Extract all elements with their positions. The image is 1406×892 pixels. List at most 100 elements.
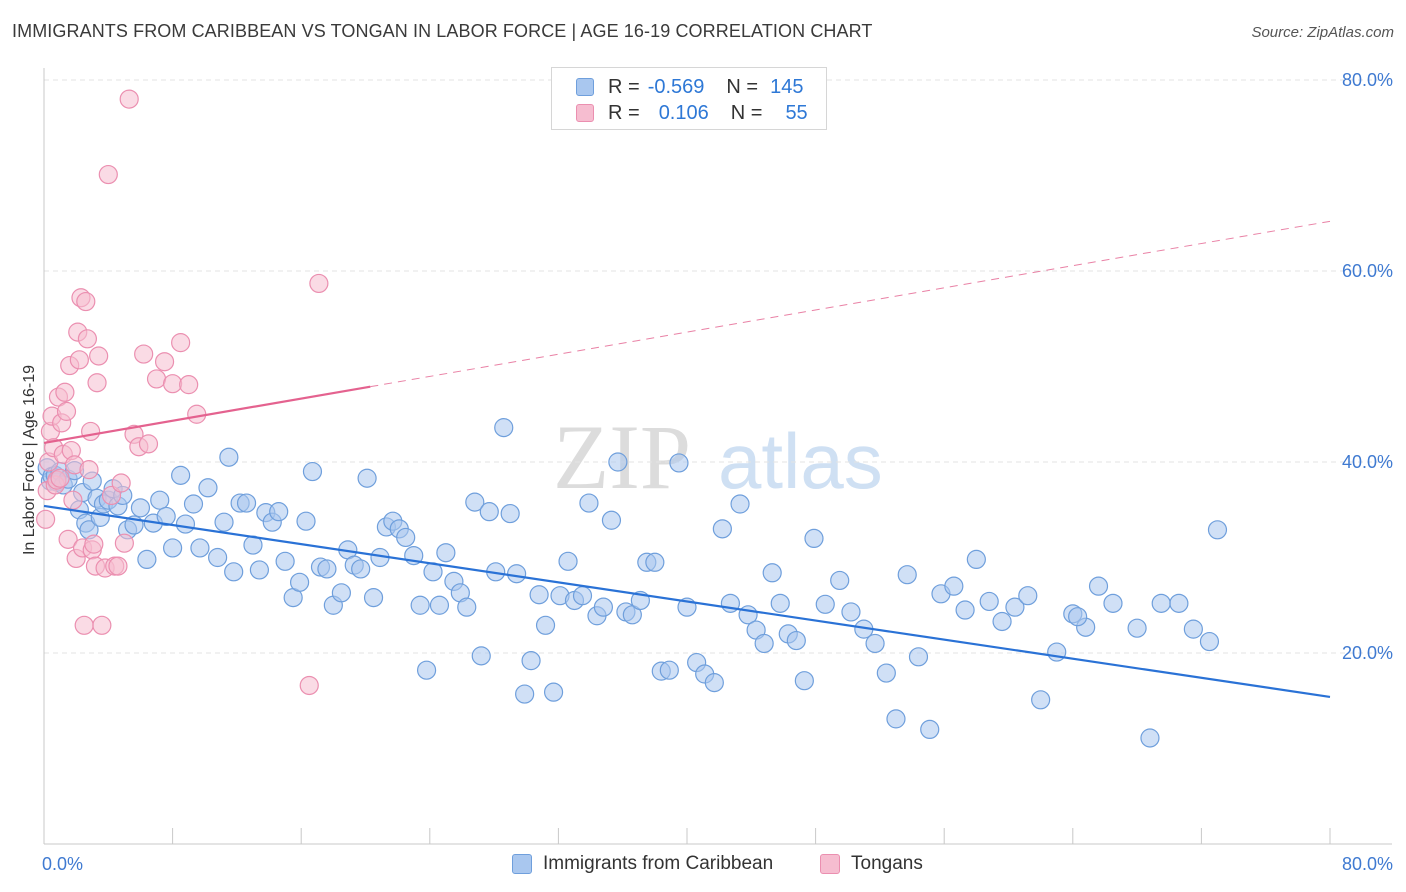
caribbean-point — [130, 498, 151, 518]
caribbean-point — [908, 647, 929, 667]
legend-label-caribbean: Immigrants from Caribbean — [543, 853, 774, 874]
caribbean-point — [183, 494, 204, 514]
caribbean-point — [944, 576, 964, 596]
caribbean-point — [992, 611, 1012, 632]
tongan-point — [299, 675, 319, 696]
legend-item-caribbean[interactable]: Immigrants from Caribbean — [512, 853, 773, 875]
n-label: N = — [730, 101, 763, 124]
caribbean-point — [357, 468, 377, 488]
caribbean-swatch-icon — [576, 78, 594, 96]
tongan-point — [84, 534, 104, 554]
r-value: 0.106 — [658, 101, 709, 124]
r-label: R = — [608, 101, 640, 124]
tongan-point — [55, 382, 75, 402]
tongan-point — [163, 374, 183, 394]
caribbean-point — [865, 633, 885, 654]
tongan-point — [76, 291, 96, 312]
caribbean-point — [529, 585, 549, 605]
caribbean-point — [465, 492, 485, 512]
caribbean-point — [208, 547, 228, 568]
tongan-point — [111, 473, 131, 493]
watermark-atlas: atlas — [718, 417, 883, 505]
caribbean-point — [1207, 520, 1228, 540]
caribbean-point — [302, 461, 323, 482]
caribbean-point — [754, 633, 774, 654]
caribbean-point — [1127, 618, 1147, 638]
caribbean-point — [219, 447, 239, 467]
caribbean-point — [770, 593, 790, 613]
tongan-point — [89, 346, 109, 366]
caribbean-point — [494, 418, 514, 438]
tongan-point — [134, 344, 154, 364]
tongan-point — [187, 404, 207, 424]
caribbean-point — [190, 538, 210, 558]
caribbean-point — [558, 551, 578, 571]
chart-title: IMMIGRANTS FROM CARIBBEAN VS TONGAN IN L… — [12, 21, 873, 41]
caribbean-point — [886, 709, 906, 729]
legend-label-tongans: Tongans — [851, 853, 923, 874]
caribbean-point — [317, 559, 337, 579]
caribbean-point — [479, 502, 499, 522]
caribbean-point — [1183, 619, 1203, 639]
caribbean-point — [794, 671, 814, 691]
caribbean-point — [920, 719, 940, 740]
tongan-point — [81, 421, 101, 442]
caribbean-point — [521, 651, 541, 671]
n-value: 145 — [770, 75, 804, 98]
y-tick-label: 20.0% — [1342, 643, 1393, 663]
tongan-point — [179, 375, 199, 395]
caribbean-point — [198, 478, 218, 498]
r-label: R = — [608, 75, 640, 98]
caribbean-point — [471, 646, 491, 666]
caribbean-point — [507, 564, 527, 584]
y-tick-label: 60.0% — [1342, 261, 1393, 281]
tongan-point — [138, 434, 159, 454]
caribbean-point — [1088, 576, 1109, 596]
caribbean-point — [830, 570, 850, 591]
x-tick-label: 80.0% — [1342, 854, 1393, 874]
caribbean-point — [704, 673, 724, 693]
caribbean-point — [249, 560, 270, 580]
tongan-point — [77, 329, 98, 349]
series-legend: Immigrants from Caribbean Tongans — [0, 852, 1406, 878]
tongan-point — [69, 350, 89, 370]
tongan-point — [309, 273, 329, 294]
caribbean-point — [1031, 690, 1051, 710]
caribbean-point — [645, 552, 665, 572]
caribbean-point — [269, 502, 289, 522]
tongan-point — [36, 509, 56, 529]
caribbean-point — [163, 538, 183, 558]
legend-item-tongans[interactable]: Tongans — [820, 853, 923, 875]
caribbean-point — [730, 494, 750, 514]
caribbean-point — [296, 511, 316, 531]
caribbean-point — [175, 514, 196, 534]
caribbean-point — [593, 597, 614, 617]
stats-legend-row-caribbean: R = -0.569 N = 145 — [576, 76, 803, 98]
caribbean-point — [579, 493, 599, 513]
caribbean-point — [224, 562, 244, 582]
caribbean-point — [659, 660, 679, 680]
y-tick-label: 80.0% — [1342, 70, 1393, 90]
tongan-point — [146, 369, 167, 389]
tongan-point — [79, 460, 99, 480]
caribbean-point — [762, 563, 782, 583]
tongan-point — [50, 468, 70, 488]
caribbean-point — [786, 630, 806, 651]
tongan-point — [58, 529, 78, 549]
y-tick-label: 40.0% — [1342, 452, 1393, 472]
caribbean-point — [137, 549, 157, 570]
caribbean-point — [171, 465, 191, 485]
caribbean-point — [429, 595, 450, 615]
n-value: 55 — [785, 101, 808, 124]
caribbean-point — [669, 453, 689, 473]
tongans-swatch-icon — [576, 104, 594, 122]
caribbean-point — [601, 510, 622, 530]
n-label: N = — [726, 75, 759, 98]
caribbean-point — [1018, 586, 1038, 606]
caribbean-point — [955, 600, 975, 620]
caribbean-point — [876, 663, 896, 683]
r-value: -0.569 — [647, 75, 705, 98]
stats-legend-row-tongans: R = 0.106 N = 55 — [576, 102, 808, 124]
caribbean-point — [608, 452, 628, 472]
